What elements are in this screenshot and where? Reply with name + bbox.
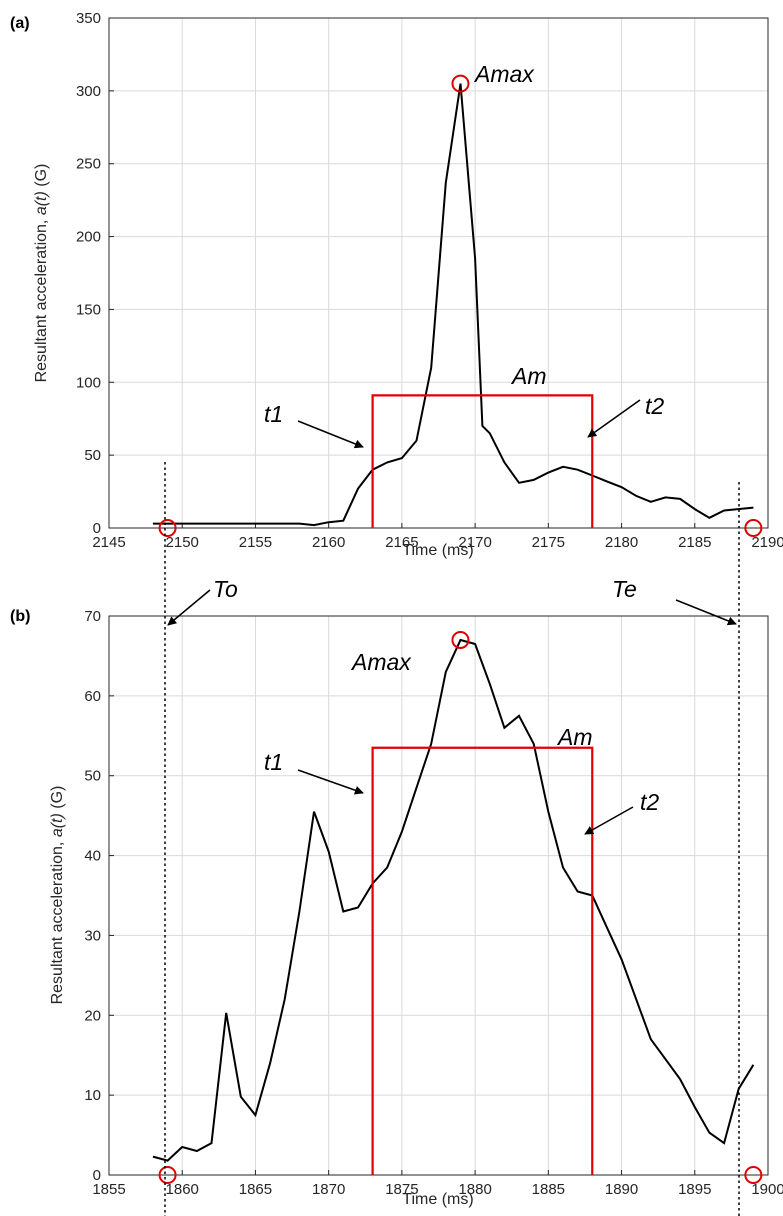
panel-b-x-tick-label: 1895 [678, 1181, 711, 1198]
panel-a-x-tick-label: 2185 [678, 534, 711, 551]
panel-a-x-tick-label: 2145 [92, 534, 125, 551]
panel-a-x-tick-label: 2190 [751, 534, 783, 551]
panel-b-am-rectangle [371, 746, 594, 1175]
panel-a-x-tick-label: 2170 [458, 534, 491, 551]
panel-a-x-tick-label: 2180 [605, 534, 638, 551]
panel-a-marker-circle [158, 519, 177, 537]
panel-b-t2-arrow [584, 806, 634, 835]
panel-a-y-tick-label: 200 [76, 229, 101, 246]
panel-b-amax-label: Amax [350, 649, 412, 675]
panel-b-am-label: Am [556, 724, 593, 750]
panel-b-t2-label: t2 [640, 789, 659, 815]
panel-a-y-tick-label: 300 [76, 83, 101, 100]
panel-b-y-tick-label: 30 [84, 927, 101, 944]
panel-a-y-axis-label: Resultant acceleration, a(t) (G) [33, 164, 50, 383]
panel-b-marker-circle [451, 630, 470, 649]
panel-a-y-tick-label: 0 [93, 520, 101, 537]
panel-a-chart: 2145 2150 2155 2160 2165 2170 2175 2180 2185 2190… [10, 10, 783, 559]
panel-a-t1-label: t1 [264, 401, 283, 427]
panel-b-y-axis-label: Resultant acceleration, a(t) (G) [49, 786, 66, 1005]
panel-a-amax-label: Amax [473, 61, 535, 87]
panel-b-y-tick-label: 40 [84, 848, 101, 865]
panel-b-y-tick-label: 0 [93, 1167, 101, 1184]
panel-b-chart: 1855 1860 1865 1870 1875 1880 1885 1890 1895 1900… [10, 608, 783, 1208]
panel-a-markers [158, 74, 763, 537]
panel-a-t2-arrow [587, 399, 641, 438]
panel-a-label: (a) [10, 15, 30, 32]
panel-b-y-tick-label: 70 [84, 608, 101, 625]
panel-b-label: (b) [10, 608, 30, 625]
panel-a-y-tick-label: 100 [76, 374, 101, 391]
panel-b-x-tick-label: 1885 [532, 1181, 565, 1198]
panel-a-y-tick-label: 250 [76, 156, 101, 173]
panel-b-grid [108, 615, 769, 1176]
panel-a-marker-circle [451, 74, 470, 93]
panel-a-y-tick-label: 150 [76, 301, 101, 318]
panel-b-t1-arrow [297, 769, 364, 795]
panel-b-markers [158, 630, 763, 1184]
te-arrow [675, 599, 737, 626]
panel-b-x-ticks: 1855 1860 1865 1870 1875 1880 1885 1890 1895 1900 [92, 1170, 783, 1198]
panel-a-marker-circle [744, 519, 763, 537]
panel-b-x-tick-label: 1875 [385, 1181, 418, 1198]
panel-b-marker-circle [158, 1166, 177, 1184]
panel-a-y-tick-label: 350 [76, 10, 101, 27]
panel-b-y-ticks: 0 10 20 30 40 50 60 70 [84, 608, 114, 1184]
panel-b-x-tick-label: 1870 [312, 1181, 345, 1198]
panel-a-t2-label: t2 [645, 393, 664, 419]
panel-b-x-tick-label: 1880 [458, 1181, 491, 1198]
panel-b-x-tick-label: 1890 [605, 1181, 638, 1198]
panel-a-y-ticks: 0 50 100 150 200 250 300 350 [76, 10, 114, 537]
panel-b-marker-circle [744, 1166, 763, 1184]
panel-b-y-tick-label: 10 [84, 1087, 101, 1104]
panel-a-acceleration-line [152, 83, 754, 527]
panel-a-x-tick-label: 2175 [532, 534, 565, 551]
panel-a-y-tick-label: 50 [84, 447, 101, 464]
te-label: Te [612, 576, 637, 602]
panel-b-y-tick-label: 20 [84, 1007, 101, 1024]
panel-a-am-rectangle [371, 394, 594, 528]
panel-b-x-tick-label: 1860 [166, 1181, 199, 1198]
panel-b-x-axis-label: Time (ms) [402, 1191, 473, 1208]
panel-a-t1-arrow [297, 420, 364, 449]
panel-a-am-label: Am [510, 363, 547, 389]
panel-a-x-axis-label: Time (ms) [402, 542, 473, 559]
panel-b-x-tick-label: 1900 [751, 1181, 783, 1198]
panel-b-acceleration-line [152, 638, 755, 1162]
panel-b-y-tick-label: 50 [84, 768, 101, 785]
to-arrow [167, 589, 211, 626]
to-label: To [213, 576, 238, 602]
panel-a-x-tick-label: 2165 [385, 534, 418, 551]
panel-a-x-tick-label: 2155 [239, 534, 272, 551]
panel-a-x-tick-label: 2150 [166, 534, 199, 551]
panel-b-x-tick-label: 1865 [239, 1181, 272, 1198]
panel-a-x-tick-label: 2160 [312, 534, 345, 551]
panel-b-t1-label: t1 [264, 749, 283, 775]
panel-b-axes-frame [108, 615, 769, 1176]
panel-b-x-tick-label: 1855 [92, 1181, 125, 1198]
panel-b-y-tick-label: 60 [84, 688, 101, 705]
panel-a-axes-frame [108, 17, 769, 529]
